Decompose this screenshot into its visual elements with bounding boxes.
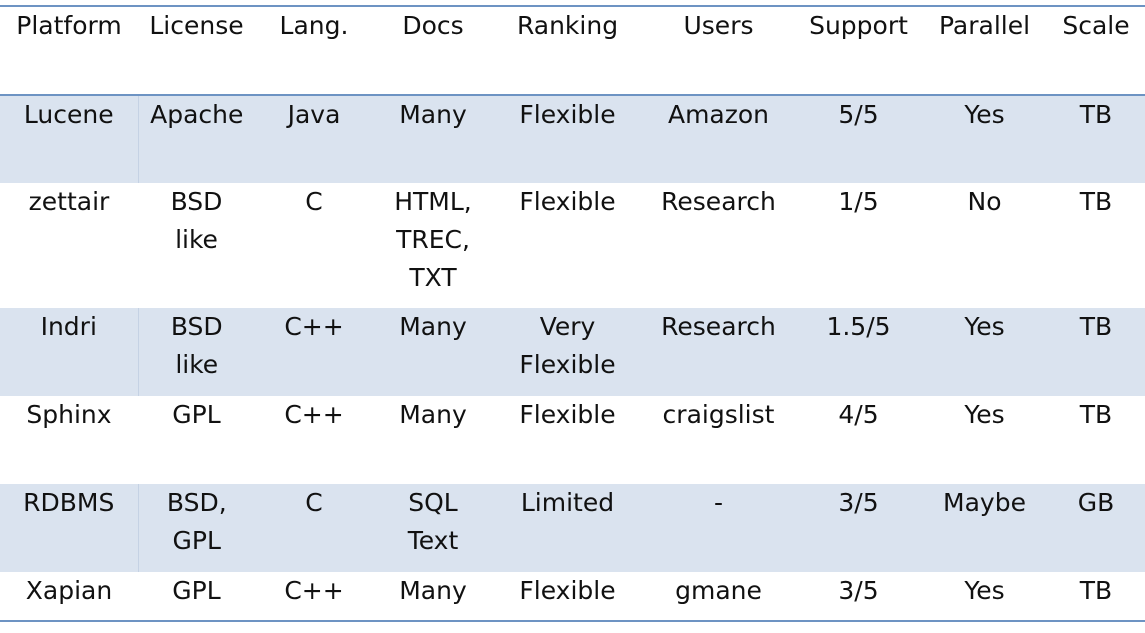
cell-users: - (713, 488, 724, 517)
cell-scale: TB (1079, 187, 1113, 216)
cell-docs: Many (399, 312, 467, 341)
cell-support: 3/5 (838, 488, 879, 517)
cell-scale: TB (1079, 576, 1113, 605)
table-row-sphinx: Sphinx GPL C++ Many Flexible craigslist … (0, 396, 1145, 484)
cell-platform: Lucene (0, 95, 139, 183)
header-ranking: Ranking (516, 11, 619, 40)
cell-platform: Xapian (25, 576, 113, 605)
cell-docs: Many (399, 400, 467, 429)
cell-ranking: Flexible (519, 576, 616, 605)
cell-parallel: No (967, 187, 1002, 216)
table-row-lucene: Lucene Apache Java Many Flexible Amazon … (0, 95, 1145, 183)
comparison-table: Platform License Lang. Docs Ranking User… (0, 5, 1145, 622)
cell-users: craigslist (662, 400, 775, 429)
table-row-rdbms: RDBMS BSD, GPL C SQL Text Limited - 3/5 … (0, 484, 1145, 572)
cell-platform: zettair (28, 187, 110, 216)
cell-parallel: Yes (964, 576, 1005, 605)
header-docs: Docs (402, 11, 464, 40)
cell-users: gmane (675, 576, 762, 605)
cell-users: Research (661, 312, 776, 341)
cell-ranking: Flexible (519, 100, 616, 129)
cell-scale: TB (1079, 100, 1113, 129)
cell-ranking: Flexible (519, 187, 616, 216)
cell-support: 4/5 (838, 400, 879, 429)
cell-license: GPL (172, 576, 221, 605)
cell-support: 3/5 (838, 576, 879, 605)
cell-docs: Many (399, 100, 467, 129)
cell-platform: RDBMS (0, 484, 139, 572)
cell-language: C++ (284, 312, 344, 341)
cell-ranking: Limited (520, 488, 615, 517)
cell-docs: Many (399, 576, 467, 605)
cell-ranking: Very Flexible (519, 312, 616, 379)
cell-language: C (305, 488, 323, 517)
cell-license: BSD like (170, 187, 223, 254)
cell-users: Research (661, 187, 776, 216)
header-platform: Platform (16, 11, 122, 40)
header-users: Users (683, 11, 754, 40)
cell-language: C (305, 187, 323, 216)
cell-language: Java (287, 100, 341, 129)
cell-platform: Indri (0, 308, 139, 396)
header-scale: Scale (1062, 11, 1130, 40)
cell-language: C++ (284, 576, 344, 605)
cell-language: C++ (284, 400, 344, 429)
cell-license: Apache (150, 100, 244, 129)
cell-support: 1/5 (838, 187, 879, 216)
cell-parallel: Maybe (943, 488, 1026, 517)
cell-support: 1.5/5 (826, 312, 891, 341)
cell-ranking: Flexible (519, 400, 616, 429)
header-parallel: Parallel (938, 11, 1031, 40)
header-language: Lang. (279, 11, 349, 40)
cell-scale: TB (1079, 400, 1113, 429)
header-support: Support (809, 11, 908, 40)
table-row-zettair: zettair BSD like C HTML, TREC, TXT Flexi… (0, 183, 1145, 308)
table-row-xapian: Xapian GPL C++ Many Flexible gmane 3/5 Y… (0, 572, 1145, 621)
cell-parallel: Yes (964, 100, 1005, 129)
cell-docs: HTML, TREC, TXT (394, 187, 472, 292)
cell-parallel: Yes (964, 312, 1005, 341)
cell-docs: SQL Text (407, 488, 459, 555)
cell-platform: Sphinx (26, 400, 112, 429)
cell-users: Amazon (667, 100, 770, 129)
table-row-indri: Indri BSD like C++ Many Very Flexible Re… (0, 308, 1145, 396)
cell-support: 5/5 (838, 100, 879, 129)
header-license: License (149, 11, 244, 40)
cell-license: GPL (172, 400, 221, 429)
cell-scale: TB (1079, 312, 1113, 341)
header-row: Platform License Lang. Docs Ranking User… (0, 6, 1145, 95)
cell-license: BSD like (170, 312, 223, 379)
cell-license: BSD, GPL (166, 488, 227, 555)
cell-scale: GB (1077, 488, 1115, 517)
cell-parallel: Yes (964, 400, 1005, 429)
